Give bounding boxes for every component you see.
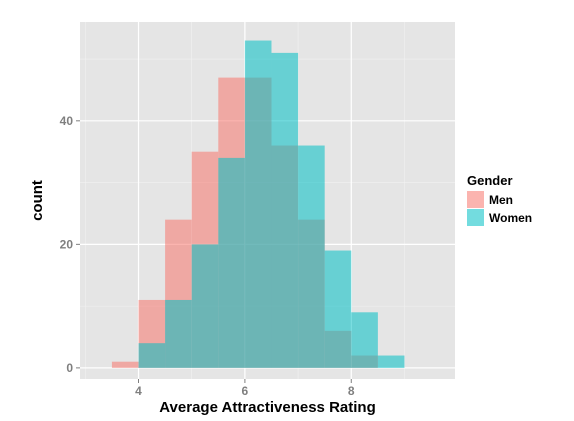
histogram-bars xyxy=(111,40,405,368)
legend-title: Gender xyxy=(467,173,513,188)
x-tick-label: 4 xyxy=(135,384,142,398)
y-tick-label: 40 xyxy=(60,114,74,128)
legend-label-men: Men xyxy=(489,193,513,207)
x-tick-label: 6 xyxy=(242,384,249,398)
x-axis-title: Average Attractiveness Rating xyxy=(159,399,375,416)
legend: Gender Men Women xyxy=(467,173,532,226)
bar-women xyxy=(377,355,405,368)
axis-ticks xyxy=(76,120,352,383)
y-tick-label: 0 xyxy=(66,361,73,375)
bar-women xyxy=(351,312,378,368)
legend-swatch-women xyxy=(467,209,484,226)
y-axis-tick-labels: 0 20 40 xyxy=(60,114,74,375)
legend-label-women: Women xyxy=(489,211,532,225)
bar-women xyxy=(138,343,166,368)
y-tick-label: 20 xyxy=(60,237,74,251)
bar-women xyxy=(218,157,245,368)
bar-men xyxy=(111,361,139,368)
x-axis-tick-labels: 4 6 8 xyxy=(135,384,355,398)
y-axis-title: count xyxy=(29,180,46,221)
legend-swatch-men xyxy=(467,191,484,208)
bar-women xyxy=(244,40,272,368)
bar-women xyxy=(271,52,299,368)
bar-women xyxy=(191,244,219,368)
bar-women xyxy=(324,250,352,368)
bar-women xyxy=(298,145,325,368)
x-tick-label: 8 xyxy=(348,384,355,398)
bar-women xyxy=(165,299,192,368)
